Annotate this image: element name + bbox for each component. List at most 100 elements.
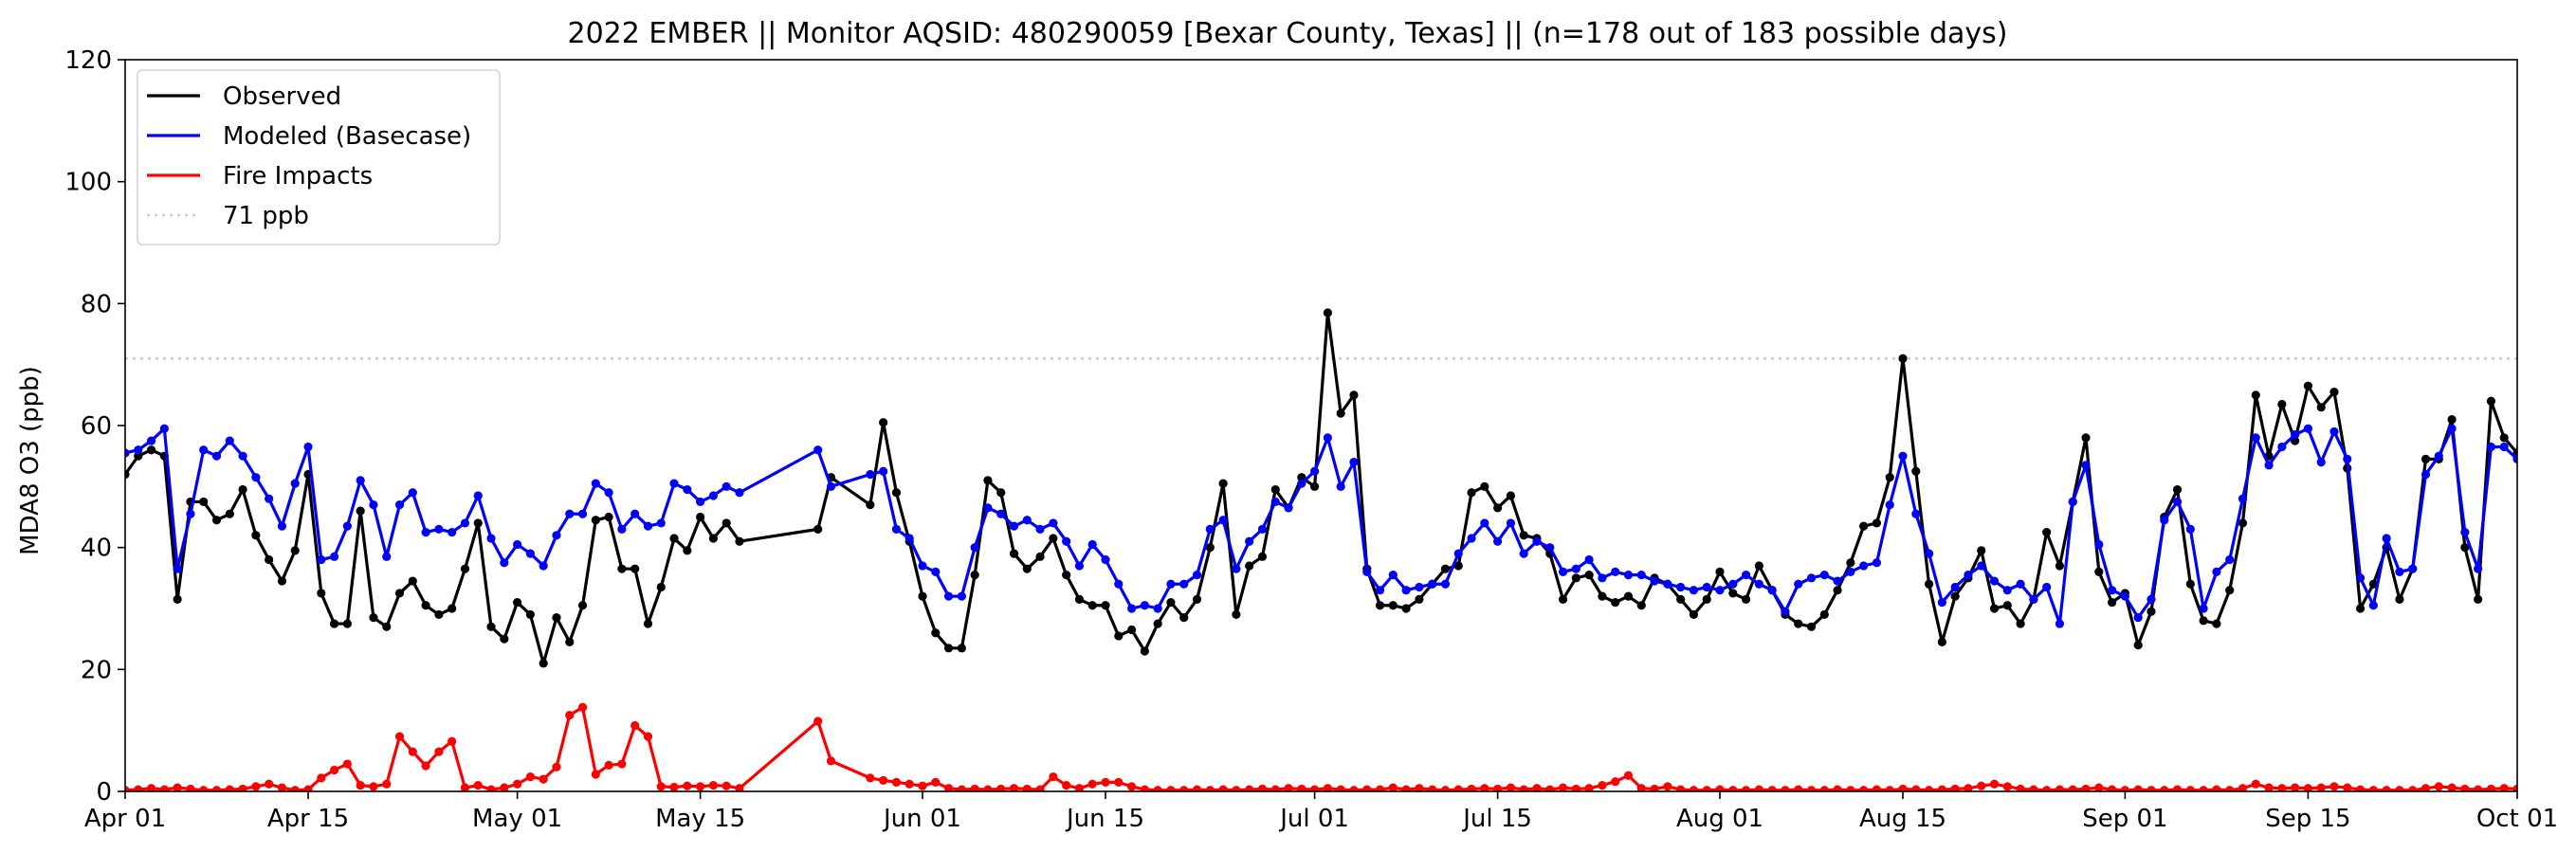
data-point bbox=[159, 424, 169, 433]
data-point bbox=[225, 785, 234, 791]
data-point bbox=[1480, 481, 1489, 491]
data-point bbox=[173, 783, 182, 791]
data-point bbox=[290, 479, 300, 488]
data-point bbox=[356, 476, 365, 485]
data-point bbox=[211, 516, 222, 525]
data-point bbox=[2147, 607, 2156, 616]
data-point bbox=[1650, 784, 1659, 791]
data-point bbox=[2055, 561, 2065, 571]
data-point bbox=[2434, 782, 2443, 791]
data-point bbox=[1218, 516, 1228, 525]
data-point bbox=[1453, 549, 1463, 558]
data-point bbox=[1859, 786, 1869, 791]
data-point bbox=[1192, 571, 1202, 580]
data-point bbox=[1218, 479, 1228, 488]
data-point bbox=[891, 524, 902, 534]
data-point bbox=[2225, 586, 2235, 595]
data-point bbox=[1284, 503, 1293, 513]
data-point bbox=[448, 736, 457, 746]
data-point bbox=[1781, 607, 1790, 616]
data-point bbox=[2329, 782, 2339, 791]
data-point bbox=[1898, 451, 1908, 461]
data-point bbox=[1428, 785, 1437, 791]
data-point bbox=[2185, 579, 2195, 589]
data-point bbox=[669, 479, 679, 488]
data-point bbox=[1140, 601, 1149, 610]
x-tick-label: Jul 01 bbox=[1278, 805, 1349, 833]
data-point bbox=[617, 759, 627, 769]
data-point bbox=[251, 531, 261, 540]
data-point bbox=[277, 783, 287, 791]
data-point bbox=[2225, 786, 2235, 791]
data-point bbox=[1977, 561, 1986, 571]
data-point bbox=[879, 466, 888, 476]
data-point bbox=[1702, 582, 1711, 592]
data-point bbox=[303, 785, 313, 791]
data-point bbox=[434, 524, 444, 534]
data-point bbox=[2421, 784, 2431, 791]
data-point bbox=[1349, 458, 1359, 467]
data-point bbox=[1650, 576, 1659, 586]
data-point bbox=[1872, 558, 1882, 568]
data-point bbox=[134, 451, 143, 461]
data-point bbox=[1493, 784, 1503, 791]
data-point bbox=[329, 552, 339, 561]
data-point bbox=[460, 518, 470, 528]
data-point bbox=[1140, 646, 1149, 656]
data-point bbox=[1519, 785, 1528, 791]
data-point bbox=[1205, 524, 1215, 534]
data-point bbox=[2094, 783, 2104, 791]
data-point bbox=[2108, 586, 2117, 595]
data-point bbox=[1989, 576, 2000, 586]
data-point bbox=[1310, 481, 1320, 491]
data-point bbox=[1964, 571, 1973, 580]
data-point bbox=[1022, 784, 1032, 791]
data-point bbox=[1506, 783, 1516, 791]
data-point bbox=[1715, 567, 1725, 577]
data-point bbox=[2512, 454, 2517, 463]
data-point bbox=[1806, 786, 1817, 791]
data-point bbox=[669, 534, 679, 543]
data-point bbox=[2474, 594, 2483, 604]
data-point bbox=[1388, 601, 1398, 610]
data-point bbox=[1519, 549, 1528, 558]
data-point bbox=[2081, 433, 2091, 443]
data-point bbox=[2108, 785, 2117, 791]
data-point bbox=[813, 445, 823, 455]
x-tick-label: Aug 15 bbox=[1859, 805, 1946, 833]
data-point bbox=[539, 774, 548, 784]
data-point bbox=[173, 564, 182, 573]
data-point bbox=[2329, 426, 2339, 437]
data-point bbox=[617, 564, 627, 573]
data-point bbox=[1598, 591, 1607, 601]
data-point bbox=[1074, 784, 1085, 791]
data-point bbox=[2316, 458, 2326, 467]
data-point bbox=[513, 539, 522, 550]
data-point bbox=[591, 770, 600, 779]
data-point bbox=[1467, 488, 1476, 498]
data-point bbox=[552, 531, 561, 540]
data-point bbox=[2343, 783, 2352, 791]
data-point bbox=[708, 491, 719, 500]
data-point bbox=[1833, 576, 1842, 586]
data-point bbox=[1728, 589, 1738, 598]
data-point bbox=[1257, 552, 1268, 561]
data-point bbox=[1636, 601, 1646, 610]
data-point bbox=[1558, 783, 1568, 791]
data-point bbox=[369, 500, 378, 510]
data-point bbox=[970, 571, 979, 580]
data-point bbox=[1284, 784, 1293, 791]
data-point bbox=[1035, 552, 1045, 561]
data-point bbox=[879, 418, 888, 427]
data-point bbox=[1179, 613, 1189, 623]
data-point bbox=[1270, 484, 1280, 495]
data-point bbox=[265, 494, 274, 503]
data-point bbox=[525, 771, 535, 782]
y-tick-label: 60 bbox=[81, 412, 112, 441]
data-point bbox=[604, 760, 613, 770]
data-point bbox=[931, 567, 941, 577]
data-point bbox=[2368, 579, 2378, 589]
data-point bbox=[317, 554, 326, 565]
data-point bbox=[643, 732, 653, 741]
data-point bbox=[1937, 597, 1946, 608]
